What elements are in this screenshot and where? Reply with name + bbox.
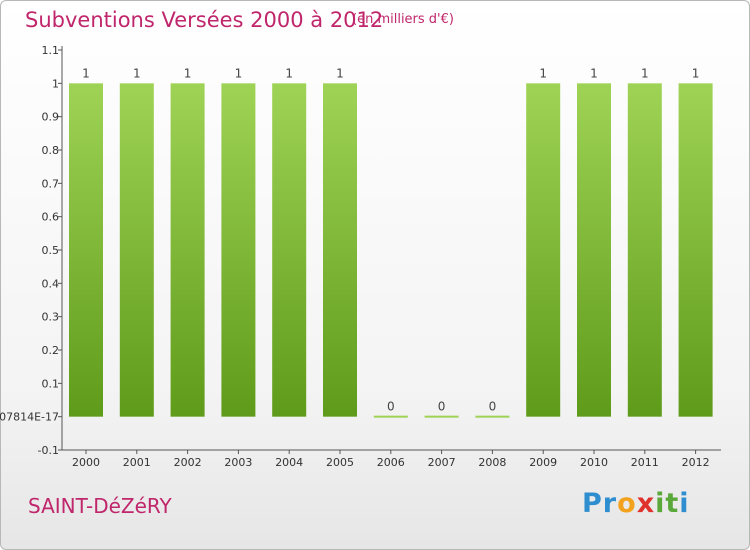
bar [69,83,103,417]
data-label: 1 [641,66,649,80]
data-label: 1 [133,66,141,80]
x-tick-label: 2001 [123,456,151,469]
bar [475,415,510,418]
x-tick-label: 2008 [478,456,506,469]
chart-title: Subventions Versées 2000 à 2012 [25,8,384,32]
x-tick-label: 2003 [224,456,252,469]
data-label: 0 [489,400,497,414]
y-tick-label: -0.1 [38,444,59,457]
bar [272,83,307,417]
bar [424,415,459,418]
y-tick-label: 1 [52,77,59,90]
logo-letter: i [679,488,690,519]
data-label: 0 [387,400,395,414]
y-tick-label: 0.4 [42,277,60,290]
x-tick-label: 2010 [580,456,608,469]
chart-unit: (en milliers d'€) [352,12,454,27]
y-tick-label: 0.5 [42,244,60,257]
bar [170,83,205,417]
commune-name: SAINT-DéZéRY [28,494,172,518]
x-tick-label: 2012 [682,456,710,469]
y-tick-label: 1.3877787807814E-17 [0,411,59,424]
data-label: 1 [590,66,598,80]
x-tick-label: 2011 [631,456,659,469]
logo-letter: i [655,488,666,519]
logo-letter: x [636,488,656,519]
x-axis: 2000 2001 2002 2003 2004 2005 2006 2007 2008 2009… [62,449,721,469]
y-tick-label: 0.6 [42,211,60,224]
data-label: 1 [184,66,192,80]
data-label: 1 [539,66,547,80]
bar [221,83,256,417]
proxiti-logo[interactable]: Proxiti [582,488,690,519]
y-tick-label: 0.9 [42,111,60,124]
x-tick-label: 2006 [377,456,405,469]
data-label: 1 [336,66,344,80]
x-tick-label: 2009 [529,456,557,469]
data-label: 1 [82,66,90,80]
bar [323,83,357,417]
bars: 1 1 1 1 1 1 0 0 0 1 1 1 1 [69,66,713,418]
y-tick-label: 0.3 [42,311,60,324]
y-tick-label: 0.7 [42,177,60,190]
data-label: 1 [285,66,293,80]
x-tick-label: 2000 [72,456,100,469]
x-tick-label: 2007 [428,456,456,469]
bar [577,83,611,417]
y-tick-label: 0.2 [42,344,60,357]
bar [526,83,561,417]
logo-letter: t [665,488,680,519]
bar [373,415,408,418]
bar [119,83,154,417]
bar [678,83,713,417]
y-tick-label: 0.1 [42,377,60,390]
data-label: 0 [438,400,446,414]
x-tick-label: 2002 [174,456,202,469]
x-tick-label: 2005 [326,456,354,469]
y-tick-label: 1.1 [42,44,60,57]
logo-letter: r [602,488,618,519]
data-label: 1 [235,66,243,80]
y-tick-label: 0.8 [42,144,60,157]
y-axis: 1.1 1 0.9 0.8 0.7 0.6 0.5 0.4 0.3 0.2 0.1 1.3877787… [0,44,63,457]
logo-letter: o [617,488,637,519]
x-tick-label: 2004 [275,456,303,469]
bar [627,83,662,417]
data-label: 1 [692,66,700,80]
logo-letter: P [582,488,603,519]
